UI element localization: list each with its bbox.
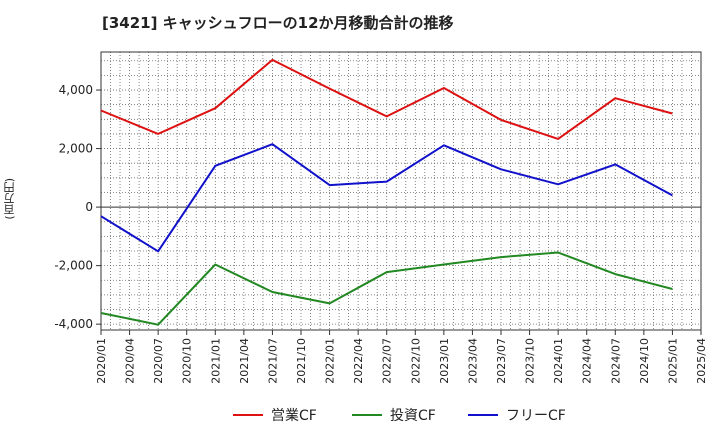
x-tick-label: 2022/01 (324, 338, 337, 384)
x-tick-label: 2024/07 (609, 338, 622, 384)
x-tick-label: 2022/07 (381, 338, 394, 384)
plot-area (101, 52, 701, 330)
x-tick-label: 2024/04 (581, 338, 594, 384)
x-tick-label: 2025/04 (695, 338, 708, 384)
y-tick-label: 2,000 (59, 142, 93, 156)
x-tick-label: 2024/01 (552, 338, 565, 384)
legend-label: 投資CF (390, 408, 436, 424)
series-line (100, 58, 673, 140)
x-tick-label: 2020/10 (181, 338, 194, 384)
x-tick-label: 2023/01 (438, 338, 451, 384)
x-tick-label: 2021/01 (209, 338, 222, 384)
x-tick-label: 2023/07 (495, 338, 508, 384)
x-tick-label: 2023/04 (466, 338, 479, 384)
series-line (100, 143, 673, 253)
chart-title: [3421] キャッシュフローの12か月移動合計の推移 (102, 14, 454, 32)
legend-label: フリーCF (506, 408, 566, 424)
x-tick-label: 2020/07 (152, 338, 165, 384)
x-tick-label: 2021/07 (266, 338, 279, 384)
plot-frame (100, 51, 702, 331)
y-tick-label: 0 (85, 200, 93, 214)
x-tick-label: 2022/04 (352, 338, 365, 384)
y-tick-label: -2,000 (54, 259, 93, 273)
x-tick-label: 2020/04 (124, 338, 137, 384)
series-line (100, 251, 673, 326)
y-tick-label: -4,000 (54, 317, 93, 331)
x-tick-label: 2021/10 (295, 338, 308, 384)
legend-label: 営業CF (271, 408, 317, 424)
x-tick-label: 2021/04 (238, 338, 251, 384)
x-tick-label: 2020/01 (95, 338, 108, 384)
x-tick-label: 2025/01 (666, 338, 679, 384)
x-tick-label: 2023/10 (524, 338, 537, 384)
y-tick-label: 4,000 (59, 83, 93, 97)
x-tick-label: 2022/10 (409, 338, 422, 384)
x-tick-label: 2024/10 (638, 338, 651, 384)
